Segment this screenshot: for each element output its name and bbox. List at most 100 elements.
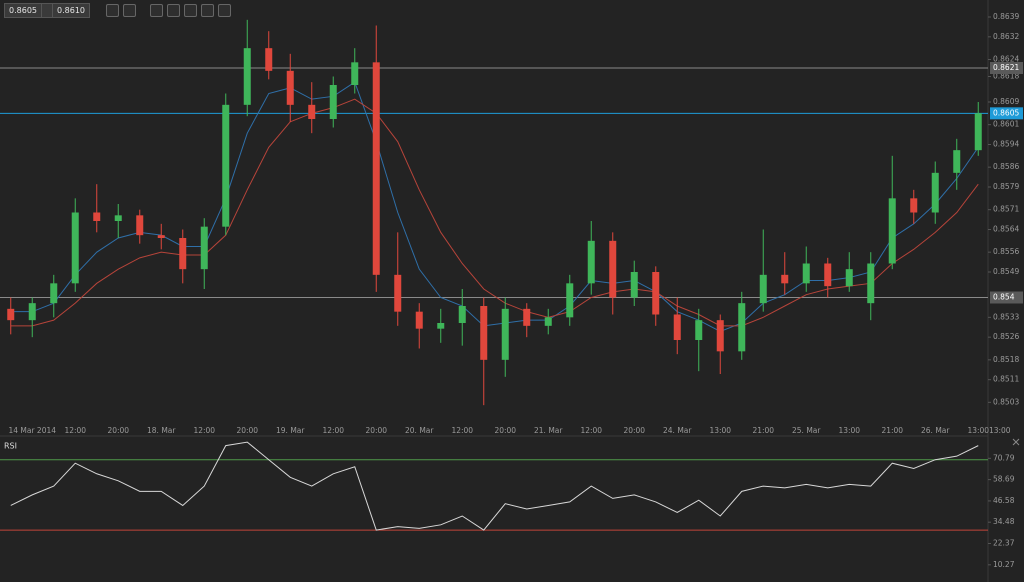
x-tick-label: 25. Mar (792, 426, 821, 435)
candle-body (200, 226, 208, 270)
level-label-box (990, 291, 1023, 304)
candle-body (7, 308, 15, 321)
x-tick-label: 20. Mar (405, 426, 434, 435)
candle-body (372, 62, 380, 275)
candle-body (566, 283, 574, 318)
candle-body (652, 272, 660, 315)
x-tick-label: 12:00 (64, 426, 86, 435)
x-tick-label: 26. Mar (921, 426, 950, 435)
x-tick-label: 24. Mar (663, 426, 692, 435)
timeframe[interactable] (150, 4, 163, 17)
x-tick-label: 12:00 (580, 426, 602, 435)
candle-body (630, 272, 638, 298)
candle-body (953, 150, 961, 173)
candle-body (888, 198, 896, 264)
moving-average (10, 81, 979, 333)
candle-body (824, 263, 832, 287)
x-tick-label: 18. Mar (147, 426, 176, 435)
candle-body (286, 70, 294, 105)
x-tick-label: 14 Mar 2014 (8, 426, 56, 435)
y-tick-label: 0.8526 (993, 332, 1019, 341)
close-rsi[interactable] (1012, 438, 1020, 446)
candle-body (609, 240, 617, 298)
draw-tool[interactable] (218, 4, 231, 17)
level-label-box (990, 62, 1023, 74)
x-tick-label: 20:00 (494, 426, 516, 435)
y-tick-label: 10.27 (993, 560, 1015, 569)
x-tick-label: 13:00 (709, 426, 731, 435)
ask-price[interactable]: 0.8610 (53, 4, 89, 17)
candle-body (458, 306, 466, 323)
y-tick-label: 22.37 (993, 539, 1015, 548)
moving-average (10, 98, 979, 327)
bid-price[interactable]: 0.8605 (5, 4, 41, 17)
y-tick-label: 0.8586 (993, 162, 1019, 171)
y-tick-label: 0.8632 (993, 32, 1019, 41)
y-tick-label: 46.58 (993, 496, 1015, 505)
x-tick-label: 13:00 (838, 426, 860, 435)
y-tick-label: 58.69 (993, 475, 1015, 484)
candle-body (695, 320, 703, 340)
candle-body (845, 269, 853, 287)
price-box: 0.8605 0.8610 (4, 3, 90, 18)
zoom-in[interactable] (123, 4, 136, 17)
x-tick-label: 21:00 (752, 426, 774, 435)
candle-body (394, 274, 402, 312)
x-tick-label: 13:00 (967, 426, 989, 435)
candle-body (50, 283, 58, 304)
zoom-out[interactable] (106, 4, 119, 17)
y-tick-label: 0.8571 (993, 205, 1019, 214)
candle-body (523, 308, 531, 326)
rsi-line (10, 441, 979, 531)
x-tick-label: 13:00 (989, 426, 1011, 435)
candle-body (781, 274, 789, 284)
x-tick-label: 12:00 (193, 426, 215, 435)
x-tick-label: 20:00 (623, 426, 645, 435)
y-tick-label: 0.8533 (993, 312, 1019, 321)
level-label: 0.854 (993, 293, 1015, 302)
y-tick-label: 0.8601 (993, 120, 1019, 129)
candle-body (308, 104, 316, 119)
y-tick-label: 70.79 (993, 453, 1015, 462)
settings[interactable] (201, 4, 214, 17)
candle-body (802, 263, 810, 284)
candle-body (114, 215, 122, 221)
candle-body (501, 308, 509, 360)
y-tick-label: 0.8511 (993, 375, 1019, 384)
y-tick-label: 0.8639 (993, 12, 1019, 21)
candle-body (480, 306, 488, 360)
candle-body (157, 235, 165, 238)
candle-body (544, 317, 552, 326)
y-tick-label: 0.8564 (993, 225, 1019, 234)
candle-body (222, 104, 230, 227)
candle-body (738, 303, 746, 352)
y-tick-label: 0.8518 (993, 355, 1019, 364)
candle-body (243, 48, 251, 105)
candle-body (265, 48, 273, 71)
y-tick-label: 0.8609 (993, 97, 1019, 106)
rsi-title: RSI (4, 442, 17, 451)
toolbar: 0.8605 0.8610 (4, 3, 231, 18)
chart-type[interactable] (184, 4, 197, 17)
y-tick-label: 34.48 (993, 517, 1015, 526)
candle-body (136, 215, 144, 236)
candle-body (93, 212, 101, 221)
y-tick-label: 0.8618 (993, 72, 1019, 81)
x-tick-label: 20:00 (365, 426, 387, 435)
candle-body (867, 263, 875, 304)
separator (41, 4, 53, 17)
x-tick-label: 12:00 (322, 426, 344, 435)
level-label-box (990, 107, 1023, 120)
candle-body (910, 198, 918, 213)
x-tick-label: 20:00 (107, 426, 129, 435)
indicators[interactable] (167, 4, 180, 17)
candle-body (931, 172, 939, 213)
y-tick-label: 0.8503 (993, 397, 1019, 406)
level-label: 0.8605 (993, 108, 1019, 117)
candle-body (437, 323, 445, 329)
candle-body (716, 320, 724, 352)
y-tick-label: 0.8594 (993, 140, 1019, 149)
y-tick-label: 0.8579 (993, 182, 1019, 191)
